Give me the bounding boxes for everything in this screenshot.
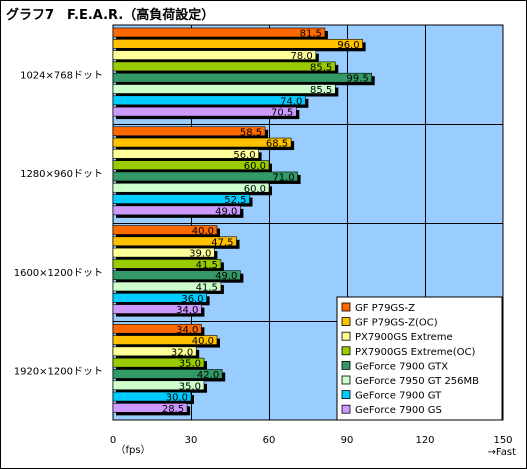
bar xyxy=(112,270,241,281)
x-tick-label: 120 xyxy=(415,435,434,446)
bar-value-label: 40.0 xyxy=(192,226,214,237)
bar xyxy=(112,205,241,216)
category-label: 1024×768ドット xyxy=(20,70,103,81)
bar xyxy=(112,160,270,170)
bar-value-label: 39.0 xyxy=(189,249,211,260)
bar-value-label: 99.5 xyxy=(346,74,368,85)
bar xyxy=(112,72,373,83)
bar xyxy=(112,50,317,60)
bar-value-label: 85.5 xyxy=(310,62,332,73)
bar-value-label: 47.5 xyxy=(211,237,233,248)
legend-box xyxy=(336,296,503,421)
bar xyxy=(112,247,215,258)
bar-value-label: 71.0 xyxy=(272,172,294,183)
legend-entry: GeForce 7900 GT xyxy=(355,391,442,402)
bar-value-label: 78.0 xyxy=(291,51,313,62)
legend-entry: GeForce 7900 GTX xyxy=(355,361,448,372)
bar xyxy=(112,335,218,345)
legend-entry: GF P79GS-Z(OC) xyxy=(355,318,438,329)
bar-value-label: 85.5 xyxy=(310,85,332,96)
bar-value-label: 58.5 xyxy=(240,127,262,138)
bar-value-label: 30.0 xyxy=(166,393,188,404)
bar-value-label: 49.0 xyxy=(215,271,237,282)
bar xyxy=(112,27,326,38)
x-tick-label: 150 xyxy=(493,435,512,446)
legend: GF P79GS-Z GF P79GS-Z(OC) PX7900GS Extreme… xyxy=(336,296,503,421)
bar xyxy=(112,225,218,235)
chart-title: グラフ7 F.E.A.R.（高負荷設定） xyxy=(6,7,214,23)
category-label: 1600×1200ドット xyxy=(14,268,103,279)
bar-value-label: 35.0 xyxy=(179,381,201,392)
bar xyxy=(112,304,202,314)
x-tick-label: 60 xyxy=(263,435,276,446)
bar xyxy=(112,259,222,269)
bar xyxy=(112,369,223,379)
legend-entry: PX7900GS Extreme(OC) xyxy=(355,347,475,358)
bar-value-label: 81.5 xyxy=(300,29,322,40)
bar xyxy=(112,391,192,402)
legend-swatch xyxy=(341,404,351,414)
bar-value-label: 56.0 xyxy=(233,150,255,161)
bar-value-label: 41.5 xyxy=(196,283,218,294)
bar xyxy=(112,126,266,137)
legend-entry: GeForce 7900 GS xyxy=(355,405,442,416)
legend-swatch xyxy=(341,390,351,400)
legend-entry: PX7900GS Extreme xyxy=(355,332,453,343)
bar xyxy=(112,357,205,368)
bar xyxy=(112,38,363,49)
bar-value-label: 32.0 xyxy=(171,347,193,358)
legend-entry: GF P79GS-Z xyxy=(355,303,415,314)
bar-value-label: 74.0 xyxy=(280,96,302,107)
bar-value-label: 68.5 xyxy=(266,139,288,150)
bar xyxy=(112,84,336,94)
x-direction-note: →Fast xyxy=(488,447,517,458)
labels: 0 30 60 90 120 1501024×768ドット81.596.078.085.5… xyxy=(14,29,516,459)
bar xyxy=(112,106,297,117)
category-label: 1280×960ドット xyxy=(20,169,103,180)
bar xyxy=(112,149,259,159)
bar-value-label: 36.0 xyxy=(181,294,203,305)
bar-value-label: 40.0 xyxy=(192,336,214,347)
bar xyxy=(112,292,207,303)
x-tick-label: 90 xyxy=(341,435,354,446)
bar-value-label: 96.0 xyxy=(337,40,359,51)
bars xyxy=(112,27,375,416)
bar-value-label: 60.0 xyxy=(244,184,266,195)
bar xyxy=(112,236,237,247)
bar xyxy=(112,380,205,391)
x-tick-label: 0 xyxy=(110,435,116,446)
bar xyxy=(112,137,292,148)
bar-value-label: 70.5 xyxy=(271,108,293,119)
legend-swatch xyxy=(341,317,351,327)
category-label: 1920×1200ドット xyxy=(14,367,103,378)
bar-value-label: 28.5 xyxy=(162,404,184,415)
bar-value-label: 42.0 xyxy=(197,370,219,381)
legend-swatch xyxy=(341,346,351,356)
bar-value-label: 60.0 xyxy=(244,161,266,172)
legend-swatch xyxy=(341,302,351,312)
bar xyxy=(112,346,197,357)
x-axis-label: （fps） xyxy=(115,444,150,456)
bar xyxy=(112,61,336,72)
legend-swatch xyxy=(341,360,351,370)
bar-value-label: 35.0 xyxy=(179,359,201,370)
bar xyxy=(112,194,250,204)
bar-value-label: 34.0 xyxy=(176,325,198,336)
bar xyxy=(112,323,202,334)
legend-swatch xyxy=(341,331,351,341)
bar xyxy=(112,171,298,182)
bar xyxy=(112,281,222,292)
bar xyxy=(112,182,270,193)
legend-entry: GeForce 7950 GT 256MB xyxy=(355,376,479,387)
bar xyxy=(112,95,306,106)
bar-value-label: 41.5 xyxy=(196,260,218,271)
x-tick-label: 30 xyxy=(185,435,198,446)
bar xyxy=(112,403,188,413)
bar-value-label: 52.5 xyxy=(224,195,246,206)
bar-value-label: 49.0 xyxy=(215,206,237,217)
bar-value-label: 34.0 xyxy=(176,305,198,316)
legend-swatch xyxy=(341,375,351,385)
